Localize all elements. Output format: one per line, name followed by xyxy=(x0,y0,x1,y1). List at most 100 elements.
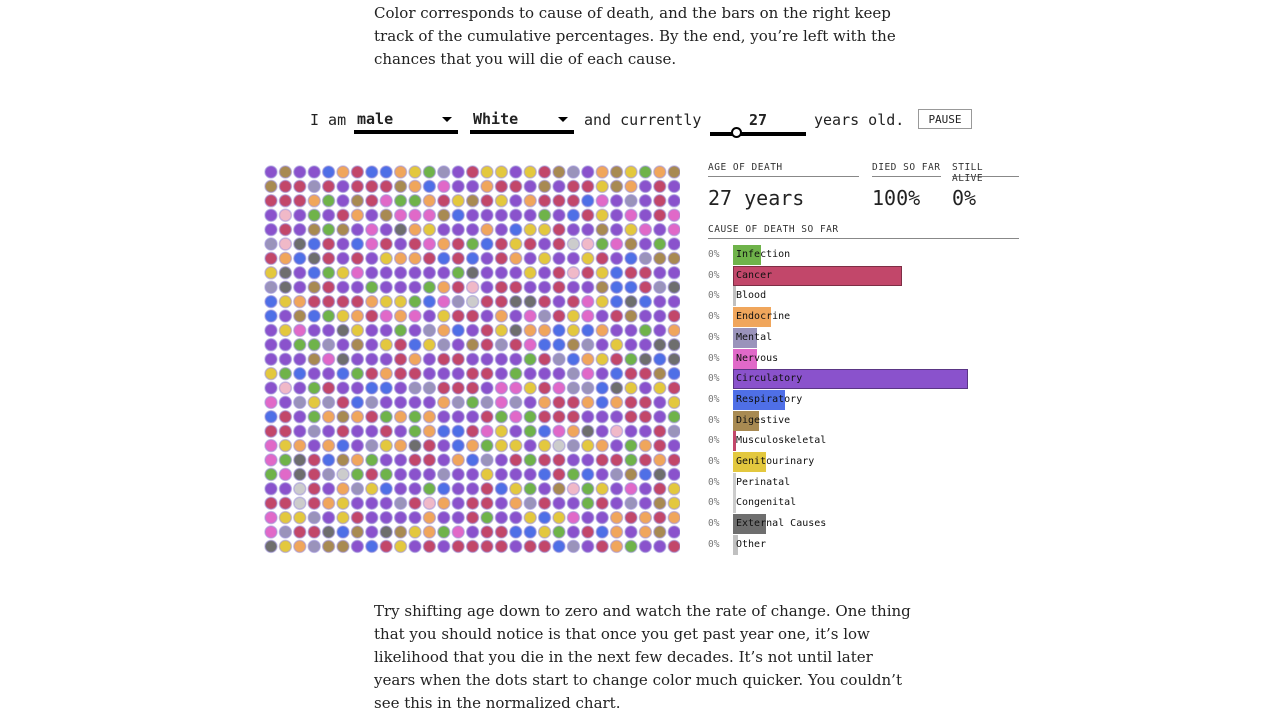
person-dot xyxy=(379,366,393,381)
person-dot xyxy=(422,280,437,294)
person-dot xyxy=(365,467,379,482)
person-dot xyxy=(465,179,480,194)
age-slider[interactable] xyxy=(710,132,806,136)
person-dot xyxy=(523,381,537,395)
person-dot xyxy=(422,294,437,309)
age-input[interactable] xyxy=(710,108,806,132)
person-dot xyxy=(451,165,465,179)
person-dot xyxy=(350,280,365,294)
person-dot xyxy=(365,366,379,381)
person-dot xyxy=(581,482,595,496)
person-dot xyxy=(437,395,451,410)
person-dot xyxy=(523,165,537,179)
race-select[interactable]: White xyxy=(470,108,574,134)
person-dot xyxy=(422,482,437,496)
person-dot xyxy=(365,352,379,366)
person-dot xyxy=(321,323,336,338)
age-slider-handle[interactable] xyxy=(730,127,742,138)
person-dot xyxy=(408,179,422,194)
person-dot xyxy=(566,194,581,208)
person-dot xyxy=(566,309,581,323)
person-dot xyxy=(537,194,552,208)
person-dot xyxy=(667,251,680,266)
person-dot xyxy=(566,395,581,410)
cause-bar xyxy=(733,431,736,452)
person-dot xyxy=(537,266,552,280)
person-dot xyxy=(307,179,321,194)
person-dot xyxy=(494,179,509,194)
person-dot xyxy=(336,309,350,323)
person-dot xyxy=(638,165,653,179)
person-dot xyxy=(379,208,393,222)
person-dot xyxy=(638,323,653,338)
cause-percent: 0% xyxy=(708,393,720,405)
person-dot xyxy=(278,366,293,381)
sex-select[interactable]: male xyxy=(354,108,458,134)
person-dot xyxy=(365,539,379,554)
person-dot xyxy=(365,294,379,309)
person-dot xyxy=(437,237,451,251)
person-dot xyxy=(653,366,667,381)
person-dot xyxy=(437,294,451,309)
person-dot xyxy=(624,366,638,381)
person-dot xyxy=(437,280,451,294)
person-dot xyxy=(480,237,494,251)
person-dot xyxy=(581,539,595,554)
person-dot xyxy=(336,539,350,554)
person-dot xyxy=(422,510,437,525)
person-dot xyxy=(307,438,321,453)
cause-percent: 0% xyxy=(708,435,720,447)
person-dot xyxy=(408,525,422,539)
cause-row: 0% Nervous xyxy=(708,348,1020,369)
person-dot xyxy=(624,381,638,395)
person-dot xyxy=(667,237,680,251)
person-dot xyxy=(609,510,624,525)
person-dot xyxy=(379,482,393,496)
person-dot xyxy=(609,222,624,237)
cause-bar xyxy=(733,245,762,265)
person-dot xyxy=(422,424,437,438)
person-dot xyxy=(465,510,480,525)
person-dot xyxy=(523,539,537,554)
cause-label: Other xyxy=(736,538,767,550)
person-dot xyxy=(509,438,523,453)
dot-grid xyxy=(264,165,680,554)
person-dot xyxy=(278,424,293,438)
person-dot xyxy=(480,467,494,482)
person-dot xyxy=(336,237,350,251)
person-dot xyxy=(437,482,451,496)
person-dot xyxy=(667,453,680,467)
person-dot xyxy=(638,309,653,323)
person-dot xyxy=(393,539,408,554)
person-dot xyxy=(480,482,494,496)
and-currently-label: and currently xyxy=(584,111,702,129)
person-dot xyxy=(451,352,465,366)
person-dot xyxy=(581,366,595,381)
person-dot xyxy=(653,294,667,309)
cause-row: 0% Respiratory xyxy=(708,389,1020,410)
person-dot xyxy=(350,165,365,179)
person-dot xyxy=(609,266,624,280)
person-dot xyxy=(393,352,408,366)
person-dot xyxy=(393,410,408,424)
person-dot xyxy=(422,352,437,366)
person-dot xyxy=(379,381,393,395)
person-dot xyxy=(451,266,465,280)
person-dot xyxy=(307,294,321,309)
person-dot xyxy=(638,395,653,410)
person-dot xyxy=(465,395,480,410)
pause-button[interactable]: PAUSE xyxy=(918,109,972,129)
person-dot xyxy=(393,366,408,381)
person-dot xyxy=(437,366,451,381)
person-dot xyxy=(552,222,566,237)
person-dot xyxy=(379,179,393,194)
person-dot xyxy=(393,381,408,395)
person-dot xyxy=(422,323,437,338)
person-dot xyxy=(638,366,653,381)
person-dot xyxy=(566,165,581,179)
person-dot xyxy=(523,482,537,496)
person-dot xyxy=(494,338,509,352)
person-dot xyxy=(509,410,523,424)
person-dot xyxy=(537,410,552,424)
person-dot xyxy=(451,438,465,453)
